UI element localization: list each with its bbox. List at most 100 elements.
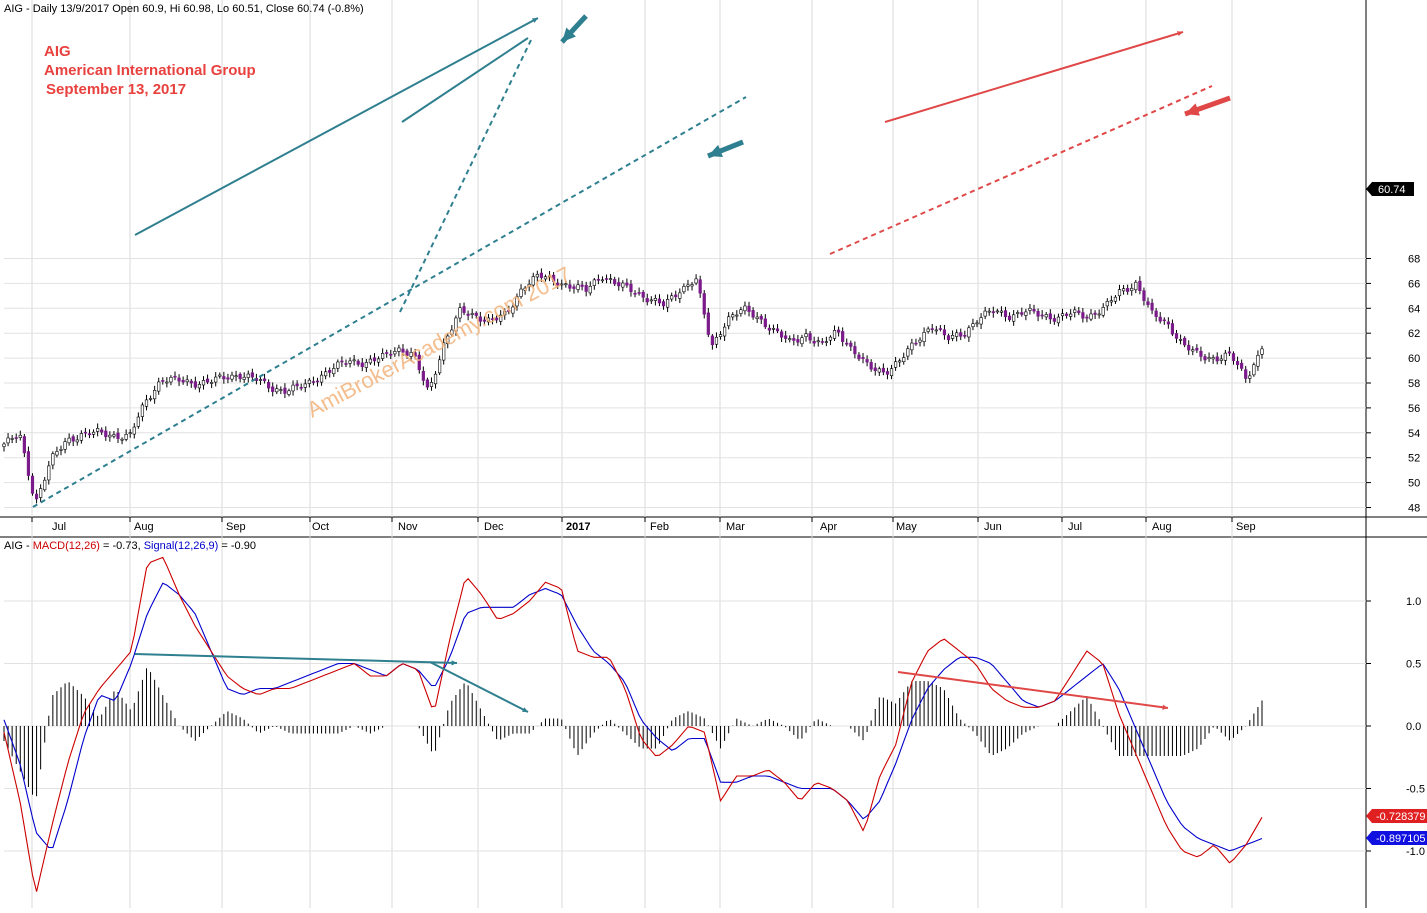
candle-body bbox=[401, 348, 405, 353]
candle-body bbox=[1138, 280, 1142, 292]
candle-body bbox=[360, 362, 364, 368]
y-tick-label: 64 bbox=[1408, 303, 1420, 315]
candle-body bbox=[1235, 361, 1240, 365]
candle-body bbox=[845, 342, 849, 345]
candle-body bbox=[511, 306, 515, 314]
candle-body bbox=[1036, 311, 1040, 317]
candle-body bbox=[454, 317, 458, 332]
candle-body bbox=[1150, 302, 1154, 311]
candle-body bbox=[446, 335, 450, 345]
candle-body bbox=[153, 390, 157, 400]
candle-body bbox=[348, 360, 352, 364]
candle-body bbox=[841, 331, 845, 342]
candle-body bbox=[148, 398, 153, 400]
candle-body bbox=[645, 298, 649, 303]
candle-body bbox=[75, 439, 79, 443]
candle-body bbox=[1219, 358, 1223, 361]
candle-body bbox=[987, 310, 991, 313]
candle-body bbox=[934, 329, 938, 332]
candle-body bbox=[1020, 312, 1024, 315]
arrowhead bbox=[522, 707, 528, 712]
x-tick-label: 2017 bbox=[566, 521, 590, 533]
candle-body bbox=[267, 381, 271, 389]
channel-line-teal bbox=[32, 96, 747, 508]
candle-body bbox=[531, 276, 535, 286]
annotation-symbol: AIG bbox=[44, 43, 71, 60]
x-tick-label: Sep bbox=[226, 521, 246, 533]
candle-body bbox=[144, 399, 149, 407]
candle-body bbox=[967, 327, 971, 338]
candle-body bbox=[79, 433, 83, 441]
candle-body bbox=[482, 319, 487, 322]
candle-body bbox=[1007, 315, 1012, 321]
x-tick-label: Jul bbox=[52, 521, 66, 533]
candle-body bbox=[816, 340, 820, 343]
candle-body bbox=[344, 363, 348, 365]
candle-body bbox=[486, 317, 491, 323]
candle-body bbox=[796, 339, 800, 343]
candle-body bbox=[1040, 314, 1044, 317]
candle-body bbox=[470, 313, 474, 315]
candle-body bbox=[1240, 362, 1244, 369]
candle-body bbox=[116, 432, 120, 439]
candle-body bbox=[788, 338, 792, 341]
candle-body bbox=[999, 310, 1004, 313]
candle-body bbox=[100, 429, 104, 433]
candle-body bbox=[1032, 308, 1036, 312]
candle-body bbox=[698, 279, 702, 294]
candle-body bbox=[902, 357, 906, 362]
candle-body bbox=[14, 437, 18, 439]
candle-body bbox=[735, 314, 739, 317]
candle-body bbox=[279, 389, 283, 391]
candle-body bbox=[564, 283, 568, 286]
candle-body bbox=[869, 362, 873, 370]
candle-body bbox=[963, 335, 967, 337]
candle-body bbox=[633, 292, 637, 295]
candle-body bbox=[1016, 312, 1020, 314]
candle-body bbox=[6, 437, 10, 444]
candle-body bbox=[234, 375, 238, 378]
candle-body bbox=[747, 305, 751, 312]
candle-body bbox=[1170, 323, 1175, 335]
candle-body bbox=[714, 336, 719, 345]
candle-body bbox=[1203, 356, 1207, 361]
candle-body bbox=[600, 279, 605, 282]
arrow-red bbox=[1184, 95, 1231, 117]
candle-body bbox=[1166, 321, 1170, 325]
candle-body bbox=[804, 333, 808, 338]
candle-body bbox=[946, 335, 951, 341]
candle-body bbox=[588, 285, 592, 294]
candle-body bbox=[1060, 313, 1065, 317]
candle-body bbox=[1211, 357, 1215, 360]
candle-body bbox=[580, 284, 584, 287]
candle-body bbox=[262, 378, 267, 382]
candle-body bbox=[828, 336, 833, 341]
candle-body bbox=[214, 376, 218, 383]
candle-body bbox=[112, 434, 116, 437]
candle-body bbox=[763, 318, 767, 328]
candle-body bbox=[670, 295, 674, 300]
candle-body bbox=[666, 299, 670, 308]
candle-body bbox=[307, 379, 311, 384]
candle-body bbox=[376, 358, 381, 363]
candle-body bbox=[462, 306, 466, 313]
candle-body bbox=[328, 370, 332, 373]
candle-body bbox=[55, 451, 59, 456]
candle-body bbox=[173, 375, 177, 378]
candle-body bbox=[1097, 313, 1101, 316]
candle-body bbox=[1215, 356, 1219, 362]
candle-body bbox=[922, 332, 926, 342]
candle-body bbox=[1178, 339, 1183, 341]
arrow-shaft bbox=[884, 31, 1184, 123]
candle-body bbox=[1044, 314, 1048, 318]
candle-body bbox=[1012, 314, 1016, 322]
candle-body bbox=[104, 430, 108, 438]
candle-body bbox=[372, 357, 377, 362]
candle-body bbox=[161, 380, 165, 382]
svg-text:-0.728379: -0.728379 bbox=[1376, 811, 1426, 823]
candle-body bbox=[22, 436, 26, 454]
candle-body bbox=[478, 316, 482, 322]
candle-body bbox=[26, 451, 31, 476]
candle-body bbox=[238, 373, 242, 379]
macd-y-tick-label: 0.5 bbox=[1406, 659, 1421, 671]
